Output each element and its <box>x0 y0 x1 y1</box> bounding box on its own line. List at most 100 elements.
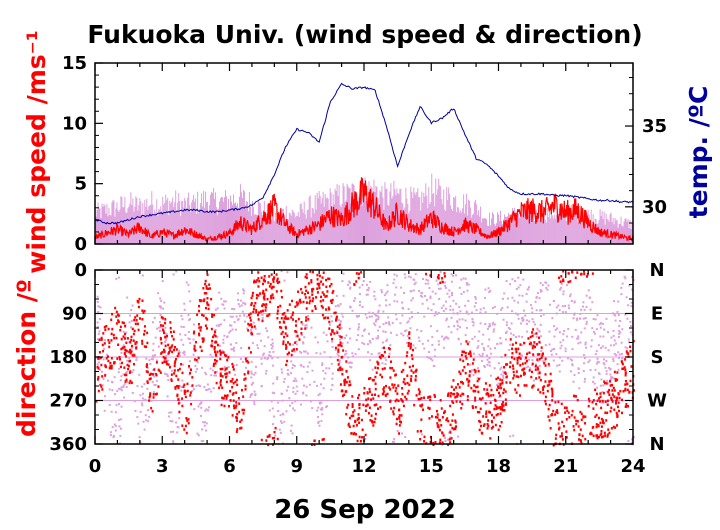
direction-mean-point <box>174 386 177 389</box>
direction-mean-point <box>345 381 348 384</box>
direction-mean-point <box>558 276 561 280</box>
direction-mean-point <box>313 439 316 442</box>
direction-gust-point <box>183 350 186 353</box>
direction-gust-point <box>141 274 144 277</box>
direction-gust-point <box>437 340 440 343</box>
direction-gust-point <box>632 436 635 439</box>
direction-mean-point <box>357 272 360 275</box>
direction-mean-point <box>155 372 158 376</box>
direction-mean-point <box>617 409 620 413</box>
direction-gust-point <box>555 353 558 356</box>
direction-gust-point <box>482 347 485 350</box>
direction-mean-point <box>471 405 474 408</box>
direction-gust-point <box>477 367 480 370</box>
direction-mean-point <box>253 325 256 328</box>
direction-gust-point <box>156 327 159 330</box>
direction-mean-point <box>405 397 408 401</box>
direction-mean-point <box>280 317 283 320</box>
direction-mean-point <box>219 381 222 384</box>
direction-gust-point <box>479 322 482 325</box>
direction-gust-point <box>505 279 508 282</box>
direction-gust-point <box>243 314 246 317</box>
direction-gust-point <box>143 399 146 402</box>
direction-mean-point <box>225 380 228 384</box>
direction-mean-point <box>474 406 477 409</box>
direction-mean-point <box>125 341 128 345</box>
direction-mean-point <box>267 281 270 284</box>
direction-gust-point <box>421 277 424 280</box>
direction-mean-point <box>509 381 512 384</box>
direction-mean-point <box>247 322 250 326</box>
direction-gust-point <box>250 360 253 363</box>
direction-gust-point <box>537 360 540 363</box>
direction-gust-point <box>209 367 212 370</box>
direction-mean-point <box>300 287 303 291</box>
direction-mean-point <box>131 354 134 357</box>
direction-gust-point <box>620 341 623 344</box>
direction-mean-point <box>193 345 196 348</box>
direction-mean-point <box>203 298 206 301</box>
direction-gust-point <box>103 347 106 350</box>
direction-gust-point <box>183 353 186 356</box>
direction-gust-point <box>493 323 496 326</box>
direction-mean-point <box>352 411 355 414</box>
direction-mean-point <box>597 423 600 427</box>
direction-gust-point <box>517 276 520 279</box>
direction-mean-point <box>600 429 603 433</box>
direction-gust-point <box>530 304 533 307</box>
direction-gust-point <box>362 280 365 283</box>
direction-mean-point <box>334 346 337 350</box>
direction-mean-point <box>214 350 217 354</box>
compass-tick-label: N <box>649 260 664 281</box>
direction-mean-point <box>478 428 481 432</box>
direction-gust-point <box>410 315 413 318</box>
direction-mean-point <box>166 334 169 338</box>
direction-gust-point <box>588 296 591 299</box>
direction-mean-point <box>587 404 590 408</box>
direction-gust-point <box>552 359 555 362</box>
direction-mean-point <box>529 335 532 339</box>
direction-gust-point <box>434 311 437 314</box>
direction-mean-point <box>269 300 272 304</box>
direction-gust-point <box>453 325 456 328</box>
direction-mean-point <box>283 317 286 320</box>
direction-mean-point <box>160 341 163 345</box>
direction-mean-point <box>250 302 253 305</box>
direction-gust-point <box>531 364 534 367</box>
direction-gust-point <box>223 307 226 310</box>
direction-mean-point <box>236 412 239 416</box>
direction-gust-point <box>292 386 295 389</box>
direction-mean-point <box>576 271 579 274</box>
direction-mean-point <box>597 416 600 420</box>
direction-gust-point <box>301 323 304 326</box>
direction-mean-point <box>157 368 160 372</box>
direction-gust-point <box>616 363 619 366</box>
direction-gust-point <box>547 284 550 287</box>
direction-mean-point <box>454 427 457 431</box>
direction-mean-point <box>206 301 209 304</box>
direction-mean-point <box>165 360 168 363</box>
direction-gust-point <box>500 342 503 345</box>
direction-mean-point <box>606 411 609 415</box>
direction-mean-point <box>496 388 499 392</box>
direction-gust-point <box>456 324 459 327</box>
direction-mean-point <box>616 371 619 374</box>
direction-gust-point <box>429 297 432 300</box>
direction-mean-point <box>574 395 577 398</box>
direction-mean-point <box>241 408 244 412</box>
direction-mean-point <box>136 322 139 326</box>
direction-mean-point <box>548 403 551 407</box>
direction-mean-point <box>247 371 250 375</box>
direction-gust-point <box>395 318 398 321</box>
direction-gust-point <box>373 313 376 316</box>
direction-gust-point <box>427 307 430 310</box>
direction-gust-point <box>368 339 371 342</box>
direction-gust-point <box>233 349 236 352</box>
direction-gust-point <box>408 317 411 320</box>
direction-gust-point <box>157 345 160 348</box>
direction-gust-point <box>279 420 282 423</box>
direction-mean-point <box>159 371 162 374</box>
direction-mean-point <box>374 366 377 369</box>
direction-mean-point <box>124 355 127 358</box>
